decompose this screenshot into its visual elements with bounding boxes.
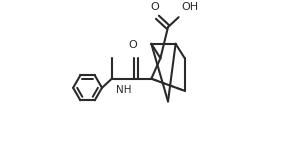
Text: O: O: [150, 2, 159, 12]
Text: NH: NH: [116, 85, 132, 95]
Text: O: O: [129, 40, 138, 50]
Text: OH: OH: [181, 2, 198, 12]
